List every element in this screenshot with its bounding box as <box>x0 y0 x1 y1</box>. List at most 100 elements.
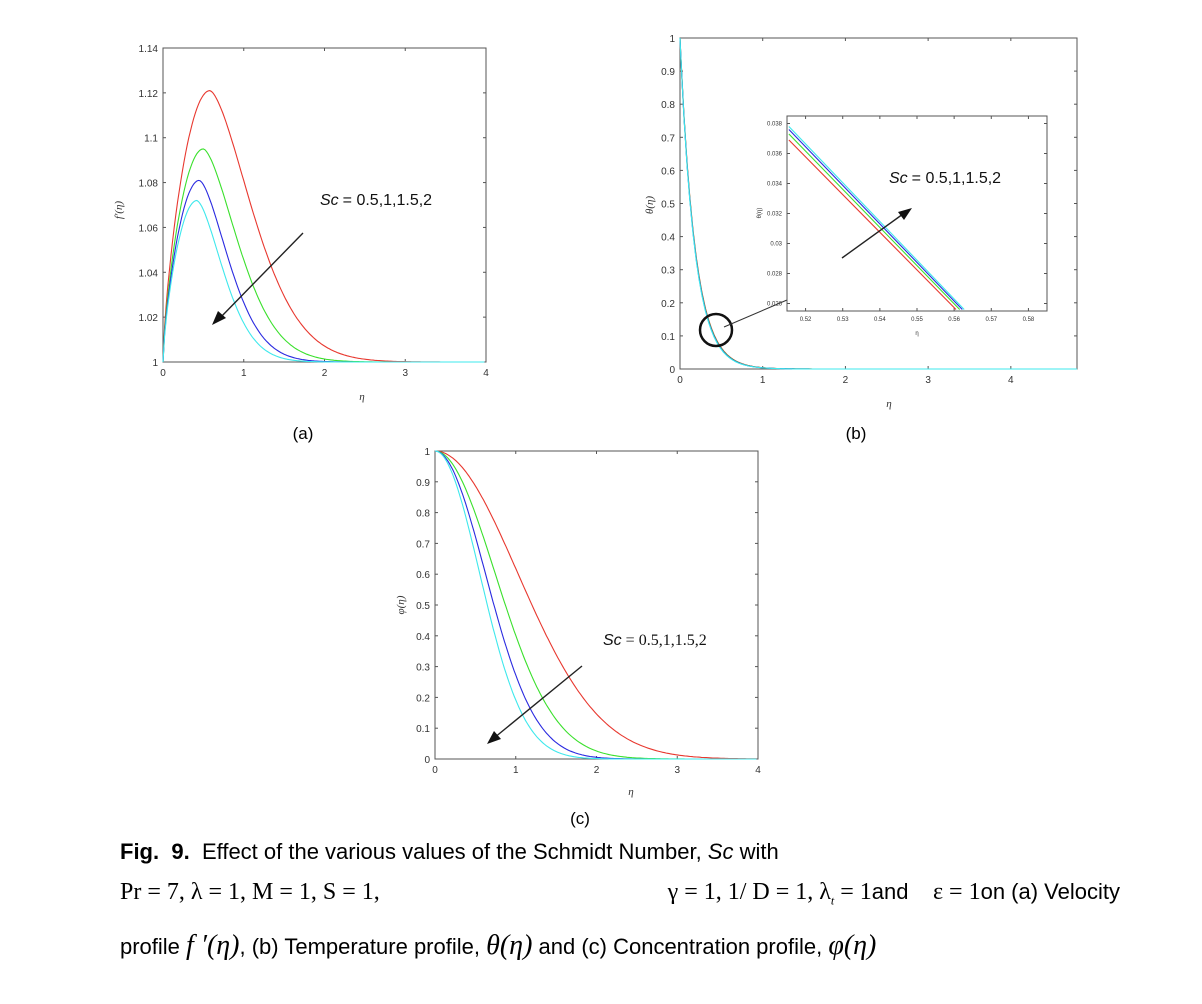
b-y-tick: 0.9 <box>661 67 675 78</box>
annotation-values-a: = 0.5,1,1.5,2 <box>343 192 433 209</box>
y-tick-labels-a: 1 1.02 1.04 1.06 1.08 1.1 1.12 1.14 <box>139 44 486 369</box>
b-y-tick: 0.6 <box>661 166 675 177</box>
inset-frame <box>786 115 1048 312</box>
c-y-tick: 0.5 <box>416 601 430 612</box>
trend-arrow-b <box>841 213 904 259</box>
a-y-tick: 1 <box>152 358 158 369</box>
trend-arrow-a <box>217 232 304 321</box>
arrowhead-b <box>898 208 912 220</box>
caption-params-2-sub: t <box>830 893 835 908</box>
c-y-tick: 0.6 <box>416 570 430 581</box>
inset-y-tick: 0.034 <box>767 182 783 188</box>
annotation-values-c: = 0.5,1,1.5,2 <box>626 632 707 649</box>
a-y-tick: 1.14 <box>139 44 159 55</box>
c-y-tick: 0.9 <box>416 478 430 489</box>
plot-frame-c <box>434 450 759 760</box>
y-tick-labels-b: 0 0.1 0.2 0.3 0.4 0.5 0.6 0.7 0.8 0.9 1 <box>661 34 1077 376</box>
b-y-tick: 1 <box>669 34 675 45</box>
inset-x-tick: 0.57 <box>985 317 997 323</box>
c-y-tick: 0.8 <box>416 509 430 520</box>
inset-line-1 <box>788 133 961 310</box>
c-x-tick: 1 <box>513 765 519 776</box>
arrowhead-a <box>212 311 226 325</box>
b-x-tick: 0 <box>677 375 683 386</box>
caption-theta-expr: θ(η) <box>486 930 533 962</box>
panel-label-b: (b) <box>846 424 867 443</box>
b-x-tick: 2 <box>843 375 849 386</box>
caption-params-1: Pr = 7, λ = 1, M = 1, S = 1, <box>120 879 380 905</box>
x-tick-labels-a: 0 1 2 3 4 <box>160 48 489 379</box>
panel-label-c: (c) <box>570 809 590 828</box>
a-x-tick: 3 <box>402 368 408 379</box>
a-x-tick: 4 <box>483 368 489 379</box>
inset-y-tick: 0.03 <box>770 242 782 248</box>
fig-number: 9. <box>171 839 190 864</box>
chart-panel-b: 0 0.1 0.2 0.3 0.4 0.5 0.6 0.7 0.8 0.9 1 0 1 2 3 4 θ(η)… <box>644 34 1078 443</box>
x-tick-labels-c: 0 1 2 3 4 <box>432 451 761 776</box>
caption-line3-a: profile <box>120 934 187 960</box>
inset-line-0 <box>788 139 957 310</box>
inset-series-lines <box>788 126 965 310</box>
y-axis-label-a: f'(η) <box>113 201 125 220</box>
series-lines-a <box>162 90 485 363</box>
c-x-tick: 3 <box>674 765 680 776</box>
annotation-c: Sc = 0.5,1,1.5,2 <box>603 632 707 649</box>
caption-sc: Sc <box>707 839 734 864</box>
inset-line-2 <box>788 129 963 310</box>
annotation-b: Sc = 0.5,1,1.5,2 <box>889 170 1001 187</box>
a-y-tick: 1.04 <box>139 268 159 279</box>
y-axis-label-c: φ(η) <box>395 595 407 614</box>
caption-eps: ε = 1 <box>932 879 981 905</box>
series-line-a-1 <box>162 148 485 363</box>
series-line-a-0 <box>162 90 485 363</box>
a-y-tick: 1.08 <box>139 179 159 190</box>
caption-params-2: γ = 1, 1/ D = 1, λ <box>667 879 831 905</box>
caption-text-1: Effect of the various values of the Schm… <box>201 839 708 864</box>
inset-y-tick: 0.026 <box>767 302 783 308</box>
inset-y-tick: 0.032 <box>767 212 783 218</box>
a-x-tick: 2 <box>322 368 328 379</box>
figure-caption: Fig. 9. Effect of the various values of … <box>120 832 1120 967</box>
a-y-tick: 1.02 <box>139 313 159 324</box>
caption-params-2-end: = 1 <box>834 879 872 905</box>
c-y-tick: 1 <box>424 447 430 458</box>
c-y-tick: 0.4 <box>416 632 430 643</box>
series-line-a-3 <box>162 199 485 363</box>
a-y-tick: 1.06 <box>139 223 159 234</box>
inset-x-tick: 0.58 <box>1023 317 1035 323</box>
zoom-circle <box>698 312 734 348</box>
caption-and: and <box>871 879 909 904</box>
b-y-tick: 0 <box>669 365 675 376</box>
inset-y-tick: 0.028 <box>767 272 783 278</box>
series-lines-b <box>679 37 1077 370</box>
b-y-tick: 0.7 <box>661 133 675 144</box>
series-lines-c <box>434 450 757 760</box>
inset-x-tick: 0.53 <box>837 317 849 323</box>
inset-x-label: η <box>915 331 918 337</box>
c-x-tick: 4 <box>755 765 761 776</box>
b-y-tick: 0.4 <box>661 233 675 244</box>
annotation-sc-b: Sc <box>889 170 908 187</box>
c-x-tick: 2 <box>594 765 600 776</box>
c-y-tick: 0 <box>424 755 430 766</box>
caption-line-1: Fig. 9. Effect of the various values of … <box>120 832 1120 872</box>
caption-line-2: Pr = 7, λ = 1, M = 1, S = 1, γ = 1, 1/ D… <box>120 872 1120 920</box>
annotation-sc-c: Sc <box>603 632 622 649</box>
caption-f-expr: f ′(η) <box>186 930 240 962</box>
fig-label: Fig. <box>120 839 160 864</box>
b-x-tick: 4 <box>1008 375 1014 386</box>
inset-y-tick-labels: 0.026 0.028 0.03 0.032 0.034 0.036 0.038 <box>767 122 1047 308</box>
c-y-tick: 0.3 <box>416 663 430 674</box>
chart-panel-c: 0 0.1 0.2 0.3 0.4 0.5 0.6 0.7 0.8 0.9 1 0 1 2 3 4 φ(η)… <box>395 447 761 828</box>
caption-params-group: γ = 1, 1/ D = 1, λt = 1and ε = 1on (a) V… <box>668 872 1120 920</box>
inset-y-tick: 0.038 <box>767 122 783 128</box>
annotation-a: Sc = 0.5,1,1.5,2 <box>320 192 432 209</box>
panel-label-a: (a) <box>293 424 314 443</box>
b-y-tick: 0.8 <box>661 100 675 111</box>
inset-x-tick-labels: 0.52 0.53 0.54 0.55 0.56 0.57 0.58 <box>800 116 1035 323</box>
inset-line-3 <box>788 126 965 310</box>
a-y-tick: 1.1 <box>144 134 158 145</box>
caption-phi-expr: φ(η) <box>828 930 877 962</box>
